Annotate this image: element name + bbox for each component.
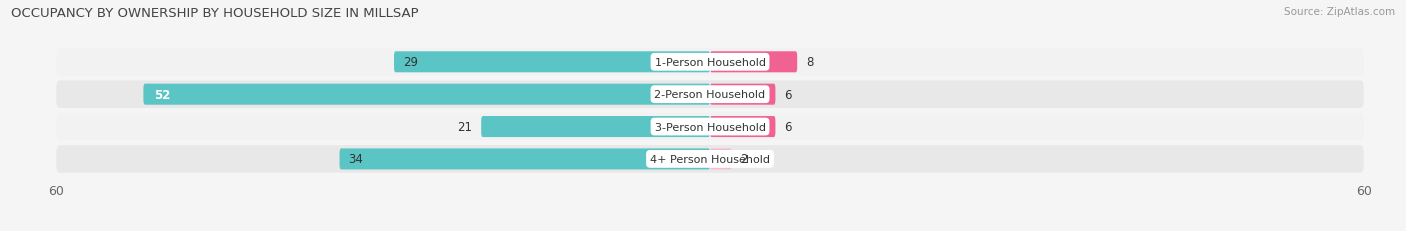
Text: 1-Person Household: 1-Person Household <box>655 58 765 67</box>
Text: OCCUPANCY BY OWNERSHIP BY HOUSEHOLD SIZE IN MILLSAP: OCCUPANCY BY OWNERSHIP BY HOUSEHOLD SIZE… <box>11 7 419 20</box>
FancyBboxPatch shape <box>143 84 710 105</box>
FancyBboxPatch shape <box>56 113 1364 141</box>
Text: 2: 2 <box>741 153 748 166</box>
FancyBboxPatch shape <box>710 116 776 137</box>
Text: 34: 34 <box>349 153 363 166</box>
Text: 8: 8 <box>806 56 813 69</box>
FancyBboxPatch shape <box>56 81 1364 109</box>
Text: 4+ Person Household: 4+ Person Household <box>650 154 770 164</box>
FancyBboxPatch shape <box>56 146 1364 173</box>
Text: 2-Person Household: 2-Person Household <box>654 90 766 100</box>
Text: 21: 21 <box>457 121 472 134</box>
FancyBboxPatch shape <box>710 84 776 105</box>
Text: 52: 52 <box>155 88 170 101</box>
Text: 6: 6 <box>785 88 792 101</box>
Text: 29: 29 <box>402 56 418 69</box>
FancyBboxPatch shape <box>340 149 710 170</box>
FancyBboxPatch shape <box>710 149 731 170</box>
Text: 6: 6 <box>785 121 792 134</box>
Text: Source: ZipAtlas.com: Source: ZipAtlas.com <box>1284 7 1395 17</box>
FancyBboxPatch shape <box>56 49 1364 76</box>
FancyBboxPatch shape <box>481 116 710 137</box>
Text: 3-Person Household: 3-Person Household <box>655 122 765 132</box>
FancyBboxPatch shape <box>710 52 797 73</box>
FancyBboxPatch shape <box>394 52 710 73</box>
